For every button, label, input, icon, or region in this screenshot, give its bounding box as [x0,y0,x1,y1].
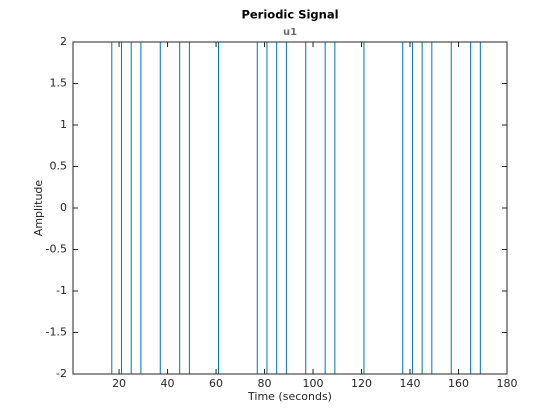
x-tick-label: 40 [161,377,175,390]
y-tick-label: 2 [60,35,67,48]
y-tick-label: -2 [56,367,67,380]
x-tick-label: 140 [400,377,421,390]
y-tick-label: 1.5 [50,77,68,90]
chart-title: Periodic Signal [241,8,338,22]
x-tick-label: 20 [112,377,126,390]
y-tick-label: -1 [56,284,67,297]
x-axis-label: Time (seconds) [247,390,332,403]
x-tick-label: 180 [497,377,518,390]
chart-subtitle: u1 [283,27,297,38]
x-tick-label: 120 [351,377,372,390]
y-tick-label: 0 [60,201,67,214]
x-tick-label: 100 [303,377,324,390]
y-tick-label: 1 [60,118,67,131]
x-tick-label: 80 [258,377,272,390]
y-axis-label: Amplitude [32,180,45,237]
y-tick-label: -1.5 [46,326,67,339]
x-tick-label: 60 [209,377,223,390]
y-tick-label: -0.5 [46,243,67,256]
x-tick-label: 160 [448,377,469,390]
axes-box [72,41,508,375]
y-tick-label: 0.5 [50,160,68,173]
